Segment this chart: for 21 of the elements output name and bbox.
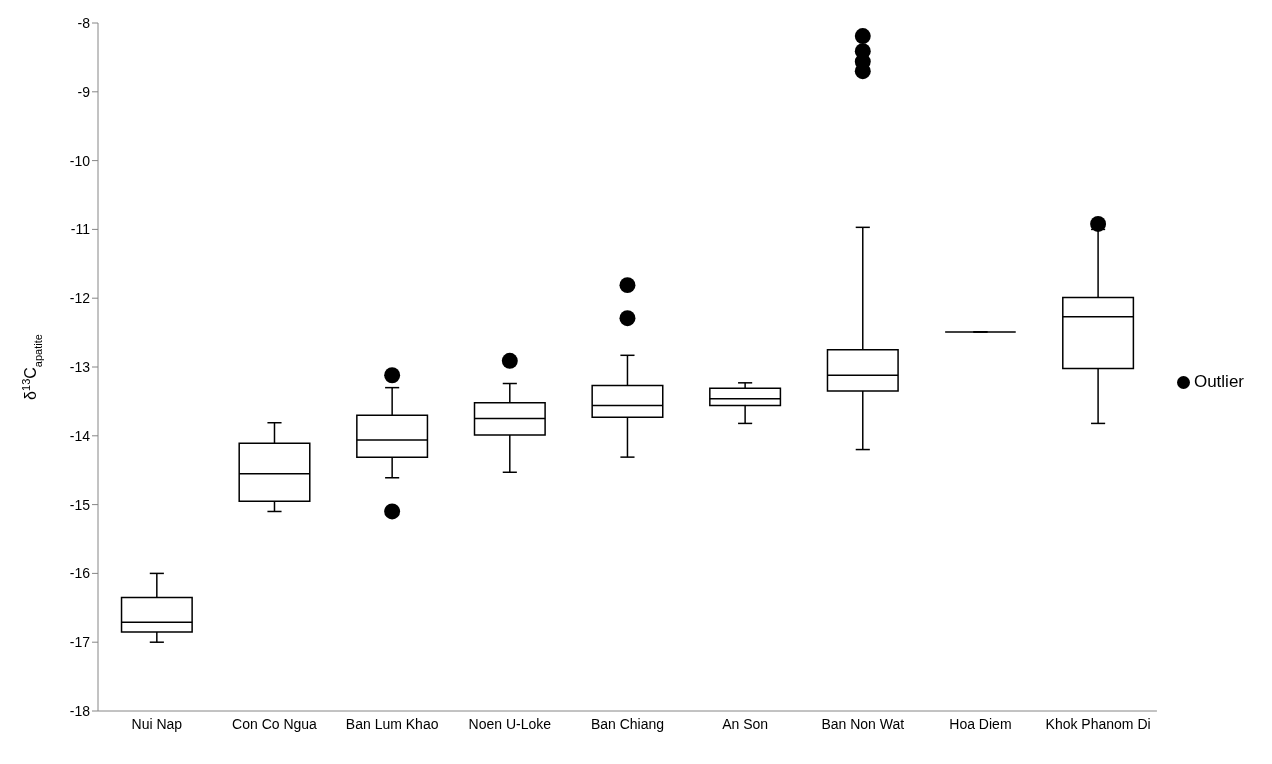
y-tick-label: -8 — [77, 14, 91, 31]
x-tick-label: Con Co Ngua — [232, 715, 318, 732]
x-tick-label: Hoa Diem — [949, 715, 1012, 732]
y-tick-label: -15 — [69, 496, 91, 513]
x-tick-label: An Son — [722, 715, 769, 732]
y-tick-label: -11 — [70, 221, 91, 238]
y-tick-label: -18 — [69, 702, 91, 719]
y-tick-label: -12 — [69, 290, 91, 307]
x-tick-label: Ban Lum Khao — [345, 715, 439, 732]
y-tick-label: -10 — [69, 152, 91, 169]
y-tick-label: -14 — [69, 427, 91, 444]
legend-label: Outlier — [1193, 372, 1244, 391]
x-tick-label: Ban Non Wat — [821, 715, 905, 732]
x-tick-label: Nui Nap — [131, 715, 183, 732]
x-tick-label: Khok Phanom Di — [1045, 715, 1151, 732]
y-tick-label: -17 — [69, 634, 91, 651]
x-tick-label: Ban Chiang — [590, 715, 665, 732]
y-tick-label: -13 — [69, 358, 91, 375]
x-tick-label: Noen U-Loke — [468, 715, 552, 732]
y-tick-label: -16 — [69, 565, 91, 582]
y-tick-label: -9 — [77, 83, 91, 100]
